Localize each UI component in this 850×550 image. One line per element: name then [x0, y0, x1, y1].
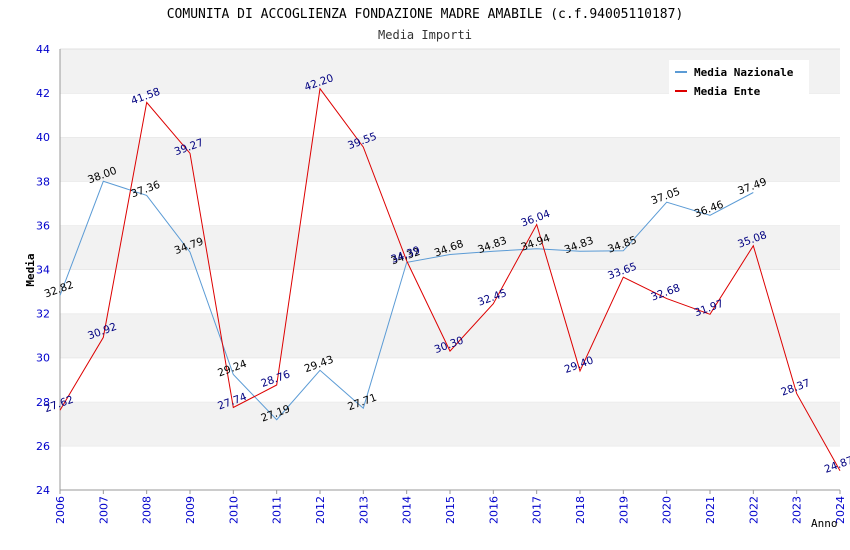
legend-label: Media Ente	[694, 85, 761, 98]
x-tick-label: 2013	[357, 496, 370, 524]
grid-band	[60, 137, 840, 182]
x-tick-label: 2023	[791, 496, 804, 524]
x-tick-label: 2020	[661, 496, 674, 524]
x-tick-label: 2009	[184, 496, 197, 524]
legend-box	[669, 60, 809, 100]
series-line	[59, 180, 754, 421]
x-tick-label: 2007	[97, 496, 110, 524]
x-tick-label: 2006	[54, 496, 67, 524]
y-tick-label: 38	[36, 175, 50, 188]
x-tick-label: 2015	[444, 496, 457, 524]
grid-band	[60, 401, 840, 446]
x-tick-label: 2021	[704, 496, 717, 524]
grid-band	[60, 225, 840, 270]
x-tick-label: 2018	[574, 496, 587, 524]
x-tick-label: 2019	[617, 496, 630, 524]
grid-band	[60, 93, 840, 138]
x-tick-label: 2012	[314, 496, 327, 524]
x-tick-label: 2022	[747, 496, 760, 524]
y-tick-label: 42	[36, 87, 50, 100]
y-tick-label: 34	[36, 264, 50, 277]
y-tick-label: 40	[36, 131, 50, 144]
legend: Media Nazionale Media Ente	[669, 60, 809, 100]
y-axis-ticks: 24 26 28 30 32 34 36 38 40 42 44	[36, 43, 50, 497]
grid-bands	[60, 48, 840, 490]
y-tick-label: 24	[36, 484, 50, 497]
y-tick-label: 30	[36, 352, 50, 365]
x-tick-label: 2008	[141, 496, 154, 524]
y-tick-label: 32	[36, 308, 50, 321]
chart-subtitle: Media Importi	[378, 28, 472, 42]
legend-label: Media Nazionale	[694, 66, 794, 79]
y-tick-label: 44	[36, 43, 50, 56]
grid-band	[60, 181, 840, 226]
series-lines	[59, 87, 841, 472]
y-tick-label: 36	[36, 219, 50, 232]
x-tick-label: 2011	[271, 496, 284, 524]
grid-band	[60, 269, 840, 314]
x-tick-label: 2014	[401, 496, 414, 524]
x-tick-label: 2010	[227, 496, 240, 524]
y-axis-label: Media	[24, 253, 37, 286]
y-tick-label: 28	[36, 396, 50, 409]
grid-band	[60, 357, 840, 402]
grid-band	[60, 445, 840, 490]
x-tick-label: 2016	[487, 496, 500, 524]
x-tick-label: 2024	[834, 496, 847, 524]
series-line	[59, 87, 841, 472]
y-tick-label: 26	[36, 440, 50, 453]
x-axis-label: Anno	[811, 517, 838, 530]
x-tick-label: 2017	[531, 496, 544, 524]
x-axis-ticks: 2006 2007 2008 2009 2010 2011 2012 2013 2014 2015…	[54, 490, 847, 524]
chart-title: COMUNITA DI ACCOGLIENZA FONDAZIONE MADRE…	[167, 7, 684, 22]
